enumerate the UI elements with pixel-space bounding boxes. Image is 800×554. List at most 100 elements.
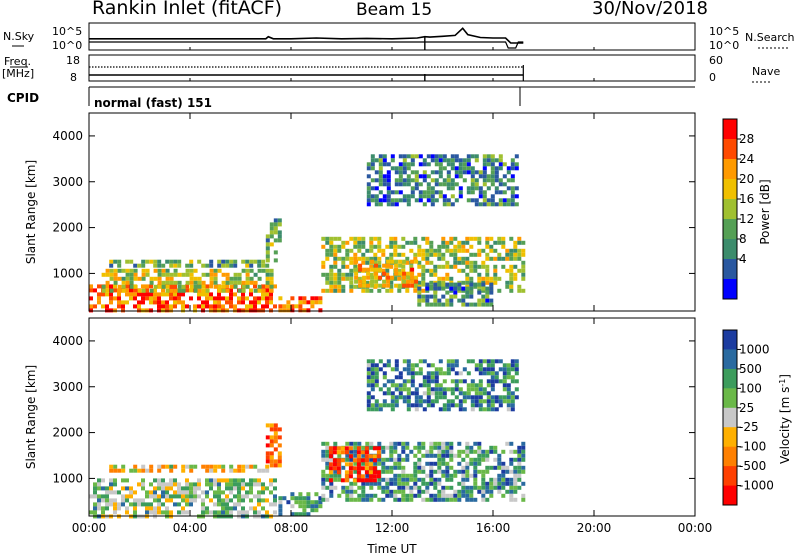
- heatmap-cell: [437, 461, 442, 466]
- heatmap-cell: [502, 174, 507, 179]
- heatmap-cell: [405, 441, 410, 446]
- heatmap-cell: [205, 494, 209, 499]
- heatmap-cell: [402, 359, 407, 364]
- heatmap-cell: [209, 486, 213, 491]
- heatmap-cell: [457, 244, 462, 249]
- heatmap-cell: [401, 264, 406, 269]
- heatmap-cell: [229, 276, 234, 281]
- heatmap-cell: [418, 198, 423, 203]
- heatmap-cell: [129, 502, 133, 507]
- heatmap-cell: [358, 283, 363, 288]
- heatmap-cell: [378, 162, 383, 167]
- heatmap-cell: [165, 494, 169, 499]
- heatmap-cell: [370, 259, 375, 264]
- heatmap-cell: [386, 391, 391, 396]
- heatmap-cell: [402, 383, 407, 388]
- heatmap-cell: [372, 446, 377, 451]
- heatmap-cell: [374, 407, 379, 412]
- heatmap-cell: [394, 170, 399, 175]
- heatmap-cell: [209, 468, 214, 473]
- heatmap-cell: [410, 162, 415, 167]
- heatmap-cell: [89, 308, 93, 313]
- heatmap-cell: [414, 259, 419, 264]
- heatmap-cell: [433, 461, 438, 466]
- heatmap-cell: [422, 178, 427, 183]
- heatmap-cell: [413, 288, 418, 293]
- heatmap-cell: [245, 268, 250, 273]
- heatmap-cell: [398, 154, 403, 159]
- heatmap-cell: [189, 263, 194, 268]
- heatmap-cell: [438, 190, 443, 195]
- heatmap-cell: [233, 272, 238, 277]
- heatmap-cell: [390, 403, 395, 408]
- heatmap-cell: [410, 375, 415, 380]
- heatmap-cell: [406, 403, 411, 408]
- heatmap-cell: [201, 288, 206, 293]
- heatmap-cell: [368, 462, 373, 467]
- heatmap-cell: [517, 457, 522, 462]
- heatmap-cell: [382, 399, 387, 404]
- heatmap-cell: [481, 294, 486, 299]
- heatmap-cell: [402, 259, 407, 264]
- heatmap-cell: [386, 259, 391, 264]
- heatmap-cell: [490, 170, 495, 175]
- heatmap-cell: [340, 446, 345, 451]
- heatmap-cell: [378, 170, 383, 175]
- heatmap-cell: [397, 477, 402, 482]
- heatmap-cell: [489, 236, 494, 241]
- heatmap-cell: [477, 236, 482, 241]
- heatmap-cell: [145, 494, 149, 499]
- heatmap-cell: [482, 162, 487, 167]
- heatmap-cell: [189, 468, 194, 473]
- heatmap-cell: [370, 363, 375, 368]
- heatmap-cell: [349, 260, 354, 265]
- heatmap-cell: [209, 259, 214, 264]
- heatmap-cell: [414, 154, 419, 159]
- heatmap-cell: [290, 492, 295, 497]
- heatmap-cell: [161, 280, 166, 285]
- heatmap-cell: [398, 383, 403, 388]
- heatmap-cell: [465, 280, 470, 285]
- heatmap-cell: [510, 190, 515, 195]
- heatmap-cell: [386, 403, 391, 408]
- heatmap-cell: [502, 387, 507, 392]
- heatmap-cell: [269, 308, 273, 313]
- heatmap-cell: [113, 506, 117, 511]
- heatmap-cell: [366, 391, 371, 396]
- heatmap-cell: [417, 264, 422, 269]
- heatmap-cell: [189, 502, 193, 507]
- heatmap-cell: [153, 296, 157, 301]
- heatmap-cell: [370, 178, 375, 183]
- heatmap-cell: [205, 468, 210, 473]
- heatmap-cell: [277, 218, 282, 223]
- heatmap-cell: [302, 508, 307, 513]
- heatmap-cell: [437, 465, 442, 470]
- heatmap-cell: [374, 383, 379, 388]
- heatmap-cell: [521, 264, 526, 269]
- heatmap-cell: [241, 482, 245, 487]
- heatmap-cell: [406, 194, 411, 199]
- heatmap-cell: [477, 298, 482, 303]
- heatmap-cell: [465, 248, 470, 253]
- heatmap-cell: [429, 481, 434, 486]
- heatmap-cell: [454, 359, 459, 364]
- heatmap-cell: [157, 272, 162, 277]
- heatmap-cell: [461, 493, 466, 498]
- heatmap-cell: [382, 283, 387, 288]
- heatmap-cell: [145, 284, 149, 289]
- colorbar-swatch-8: [723, 279, 737, 300]
- heatmap-cell: [217, 288, 222, 293]
- heatmap-cell: [405, 457, 410, 462]
- heatmap-cell: [481, 260, 486, 265]
- colorbar-tick-label-0: 28: [739, 132, 754, 146]
- heatmap-cell: [329, 252, 334, 257]
- heatmap-cell: [261, 308, 265, 313]
- heatmap-cell: [469, 276, 474, 281]
- heatmap-cell: [426, 162, 431, 167]
- heatmap-cell: [441, 264, 446, 269]
- heatmap-cell: [414, 178, 419, 183]
- heatmap-cell: [169, 486, 173, 491]
- heatmap-cell: [121, 268, 126, 273]
- heatmap-cell: [498, 166, 503, 171]
- heatmap-cell: [434, 198, 439, 203]
